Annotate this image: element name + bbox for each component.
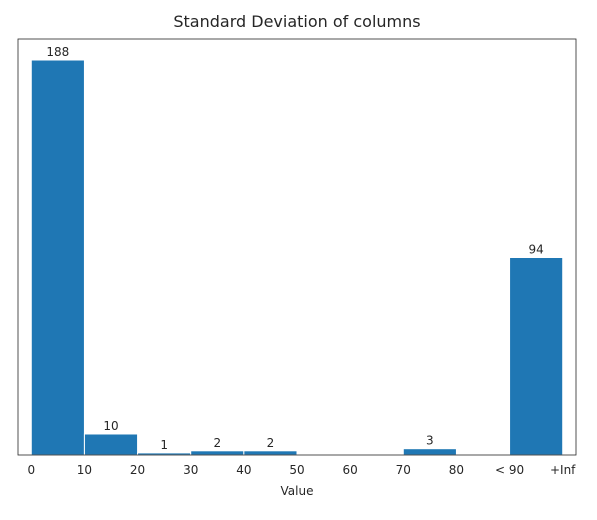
x-tick-label: 60 bbox=[343, 463, 358, 477]
data-label-0-10: 188 bbox=[46, 45, 69, 59]
plot-frame bbox=[17, 38, 577, 456]
bar-40-50 bbox=[243, 450, 298, 456]
x-axis-label: Value bbox=[281, 484, 314, 498]
data-label-10-20: 10 bbox=[103, 419, 118, 433]
x-tick-label: 80 bbox=[449, 463, 464, 477]
x-tick-label: 20 bbox=[130, 463, 145, 477]
x-ticks-group: 0 10 20 30 40 50 60 70 80 < 90 +Inf bbox=[27, 463, 576, 477]
data-label-30-40: 2 bbox=[213, 436, 221, 450]
x-tick-label: 10 bbox=[77, 463, 92, 477]
data-label-70-80: 3 bbox=[426, 434, 434, 448]
data-label-40-50: 2 bbox=[267, 436, 275, 450]
data-label-20-30: 1 bbox=[160, 438, 168, 452]
bar-70-80 bbox=[402, 448, 457, 456]
bar-90-100 bbox=[509, 257, 564, 456]
x-tick-label: < 90 bbox=[495, 463, 524, 477]
x-tick-label: 50 bbox=[289, 463, 304, 477]
x-tick-label: 30 bbox=[183, 463, 198, 477]
bar-30-40 bbox=[190, 450, 245, 456]
x-tick-label: 40 bbox=[236, 463, 251, 477]
bar-0-10 bbox=[30, 59, 85, 456]
bars-group bbox=[30, 59, 564, 456]
x-tick-label: +Inf bbox=[550, 463, 576, 477]
x-tick-label: 70 bbox=[396, 463, 411, 477]
x-tick-label: 0 bbox=[27, 463, 35, 477]
bar-10-20 bbox=[83, 433, 139, 456]
data-label-90-100: 94 bbox=[529, 243, 544, 257]
data-labels-group: 188 10 1 2 2 3 94 bbox=[46, 45, 543, 452]
chart-title: Standard Deviation of columns bbox=[173, 12, 421, 31]
